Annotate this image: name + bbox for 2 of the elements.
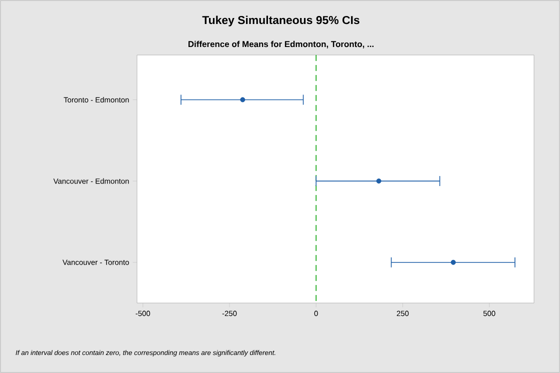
- chart-title: Tukey Simultaneous 95% CIs: [202, 16, 360, 26]
- chart-subtitle: Difference of Means for Edmonton, Toronto, ...: [188, 40, 374, 48]
